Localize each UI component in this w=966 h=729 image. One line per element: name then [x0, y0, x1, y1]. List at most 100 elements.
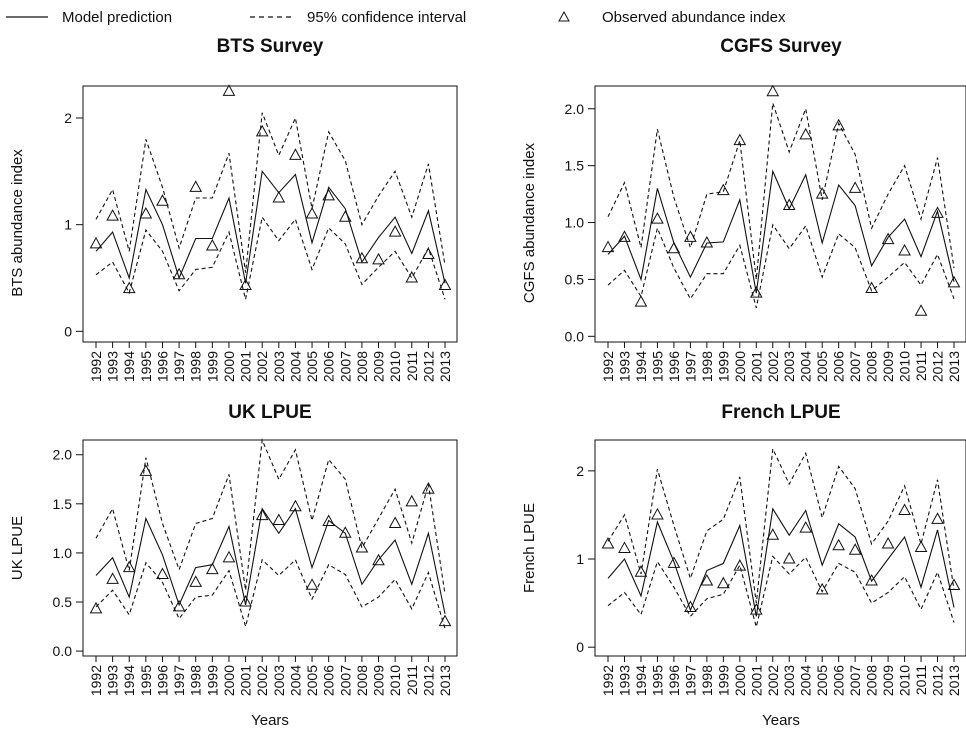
- observed-triangle-point: [189, 575, 203, 587]
- observed-triangle-point: [766, 84, 780, 97]
- x-tick-label: 2001: [238, 351, 254, 382]
- observed-triangle-point: [865, 574, 878, 586]
- observed-triangle-point: [405, 494, 419, 507]
- observed-triangle-point: [634, 565, 648, 577]
- observed-triangle-point: [716, 183, 730, 196]
- observed-triangle-point: [700, 235, 714, 248]
- x-tick-label: 2012: [420, 351, 436, 382]
- observed-triangle-point: [438, 614, 452, 627]
- observed-triangle-point: [272, 513, 286, 526]
- x-tick-label: 2013: [946, 665, 962, 696]
- observed-triangle-point: [881, 536, 895, 549]
- observed-triangle-point: [338, 210, 352, 222]
- observed-triangle-point: [122, 281, 136, 294]
- x-tick-label: 2004: [798, 351, 814, 382]
- x-tick-label: 1996: [154, 665, 170, 696]
- y-tick-label: 2: [576, 463, 584, 479]
- x-tick-label: 2003: [271, 351, 287, 382]
- x-tick-label: 2005: [304, 351, 320, 382]
- x-tick-label: 1998: [699, 665, 715, 696]
- x-tick-label: 1993: [616, 665, 632, 696]
- x-tick-label: 2009: [371, 351, 387, 382]
- observed-triangle-point: [156, 194, 169, 206]
- observed-triangle-point: [766, 528, 780, 540]
- x-tick-label: 1996: [666, 351, 682, 382]
- observed-triangle-point: [667, 556, 681, 568]
- x-tick-label: 2012: [930, 665, 946, 696]
- x-tick-label: 2004: [287, 665, 303, 696]
- x-tick-label: 1995: [649, 665, 665, 696]
- x-tick-label: 2000: [732, 351, 748, 382]
- plot-frame: [594, 439, 966, 657]
- observed-triangle-point: [422, 247, 435, 260]
- observed-triangle-point: [832, 538, 846, 551]
- observed-triangle-point: [372, 252, 385, 265]
- x-tick-label: 1993: [616, 351, 632, 382]
- x-tick-label: 2001: [748, 351, 764, 382]
- observed-triangle-point: [239, 594, 252, 607]
- x-tick-label: 1998: [188, 351, 204, 382]
- x-tick-label: 1993: [105, 351, 121, 382]
- plot-frame: [594, 85, 966, 343]
- observed-triangle-point: [289, 499, 302, 512]
- observed-triangle-point: [289, 148, 302, 160]
- x-tick-label: 2010: [897, 665, 913, 696]
- confidence-interval-line: [607, 102, 955, 280]
- x-tick-label: 2005: [814, 351, 830, 382]
- observed-triangle-point: [634, 295, 648, 307]
- x-tick-label: 2007: [847, 351, 863, 382]
- x-tick-label: 1992: [88, 665, 104, 696]
- x-tick-label: 1996: [154, 351, 170, 382]
- x-tick-label: 2009: [371, 665, 387, 696]
- x-tick-label: 2010: [387, 665, 403, 696]
- x-tick-label: 2006: [831, 665, 847, 696]
- x-tick-label: 2011: [404, 665, 420, 695]
- observed-triangle-point: [355, 540, 369, 553]
- observed-triangle-point: [651, 507, 664, 520]
- observed-triangle-point: [388, 516, 402, 528]
- observed-triangle-point: [618, 230, 631, 242]
- panel-title: CGFS Survey: [720, 36, 842, 57]
- x-tick-label: 2004: [287, 351, 303, 382]
- observed-triangle-point: [189, 180, 203, 192]
- panel-title: French LPUE: [721, 402, 840, 423]
- observed-triangle-point: [255, 508, 269, 521]
- x-tick-label: 2011: [404, 351, 420, 381]
- observed-triangle-point: [172, 267, 186, 280]
- y-tick-label: 0.5: [53, 594, 73, 610]
- x-tick-label: 2009: [880, 351, 896, 382]
- confidence-interval-line: [95, 437, 446, 595]
- observed-triangle-point: [405, 270, 419, 283]
- x-tick-label: 2001: [238, 665, 254, 696]
- x-tick-label: 2008: [864, 351, 880, 382]
- observed-triangle-point: [222, 84, 236, 96]
- observed-triangle-point: [305, 578, 319, 590]
- observed-triangle-point: [372, 553, 385, 566]
- observed-triangle-point: [931, 206, 944, 218]
- observed-triangle-point: [156, 567, 169, 580]
- x-tick-label: 1994: [121, 665, 137, 696]
- observed-triangle-point: [931, 512, 944, 524]
- observed-triangle-point: [106, 572, 119, 584]
- observed-triangle-point: [782, 198, 796, 210]
- x-tick-label: 2001: [748, 665, 764, 696]
- x-tick-label: 1992: [600, 665, 616, 696]
- observed-triangle-point: [733, 559, 747, 571]
- observed-triangle-point: [782, 551, 796, 564]
- observed-triangle-point: [438, 278, 452, 290]
- y-axis-label: UK LPUE: [9, 516, 26, 580]
- observed-triangle-point: [749, 603, 763, 615]
- x-tick-label: 2013: [437, 665, 453, 696]
- x-tick-label: 2002: [765, 351, 781, 382]
- x-tick-label: 1995: [138, 665, 154, 696]
- observed-triangle-point: [832, 118, 846, 131]
- x-tick-label: 2007: [847, 665, 863, 696]
- legend-triangle-marker-icon: [558, 10, 570, 22]
- observed-triangle-point: [172, 599, 186, 612]
- x-tick-label: 1999: [715, 665, 731, 696]
- observed-triangle-point: [749, 286, 763, 298]
- model-prediction-line: [95, 507, 446, 614]
- x-tick-label: 1999: [204, 665, 220, 696]
- observed-triangle-point: [255, 124, 269, 137]
- x-tick-label: 1999: [204, 351, 220, 382]
